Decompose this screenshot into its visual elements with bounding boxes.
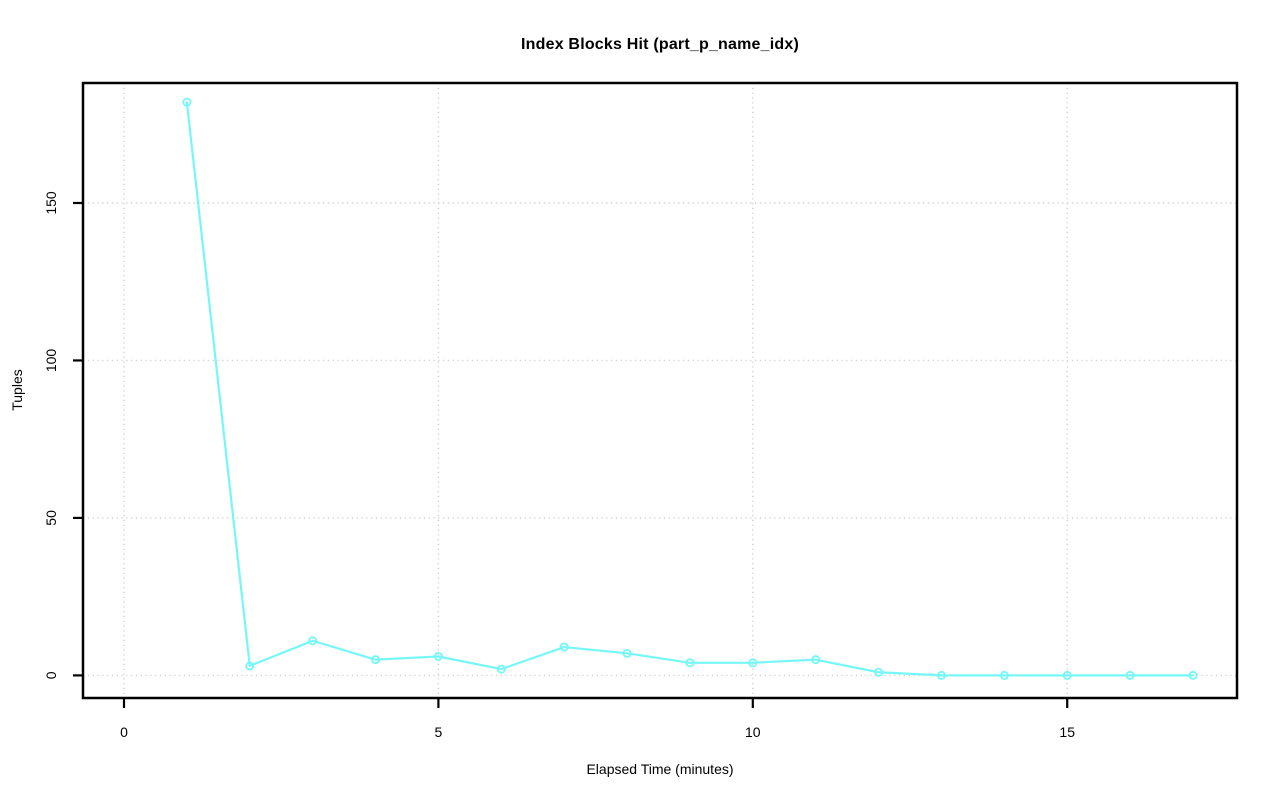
plot-border	[81, 81, 1239, 700]
data-point-marker	[371, 655, 381, 665]
data-point-marker	[748, 658, 758, 668]
x-tick-label: 10	[745, 724, 761, 740]
data-point-marker	[936, 670, 946, 680]
data-point-marker	[685, 658, 695, 668]
y-tick-label: 50	[43, 510, 59, 526]
x-tick-label: 5	[435, 724, 443, 740]
data-line	[185, 101, 1195, 677]
data-point-marker	[874, 667, 884, 677]
data-point-marker	[811, 655, 821, 665]
y-tick-label: 150	[43, 191, 59, 215]
data-point-marker	[559, 642, 569, 652]
data-point-marker	[1125, 670, 1135, 680]
data-point-marker	[308, 636, 318, 646]
data-point-marker	[182, 97, 192, 107]
data-point-marker	[1188, 670, 1198, 680]
data-point-marker	[999, 670, 1009, 680]
data-point-marker	[433, 651, 443, 661]
data-point-marker	[1062, 670, 1072, 680]
y-tick-label: 0	[43, 671, 59, 679]
x-axis-label: Elapsed Time (minutes)	[586, 761, 734, 777]
data-point-marker	[496, 664, 506, 674]
x-tick-label: 15	[1059, 724, 1075, 740]
x-tick-label: 0	[120, 724, 128, 740]
data-point-marker	[622, 648, 632, 658]
chart-title: Index Blocks Hit (part_p_name_idx)	[521, 36, 799, 53]
data-point-marker	[245, 661, 255, 671]
y-tick-label: 100	[43, 349, 59, 373]
